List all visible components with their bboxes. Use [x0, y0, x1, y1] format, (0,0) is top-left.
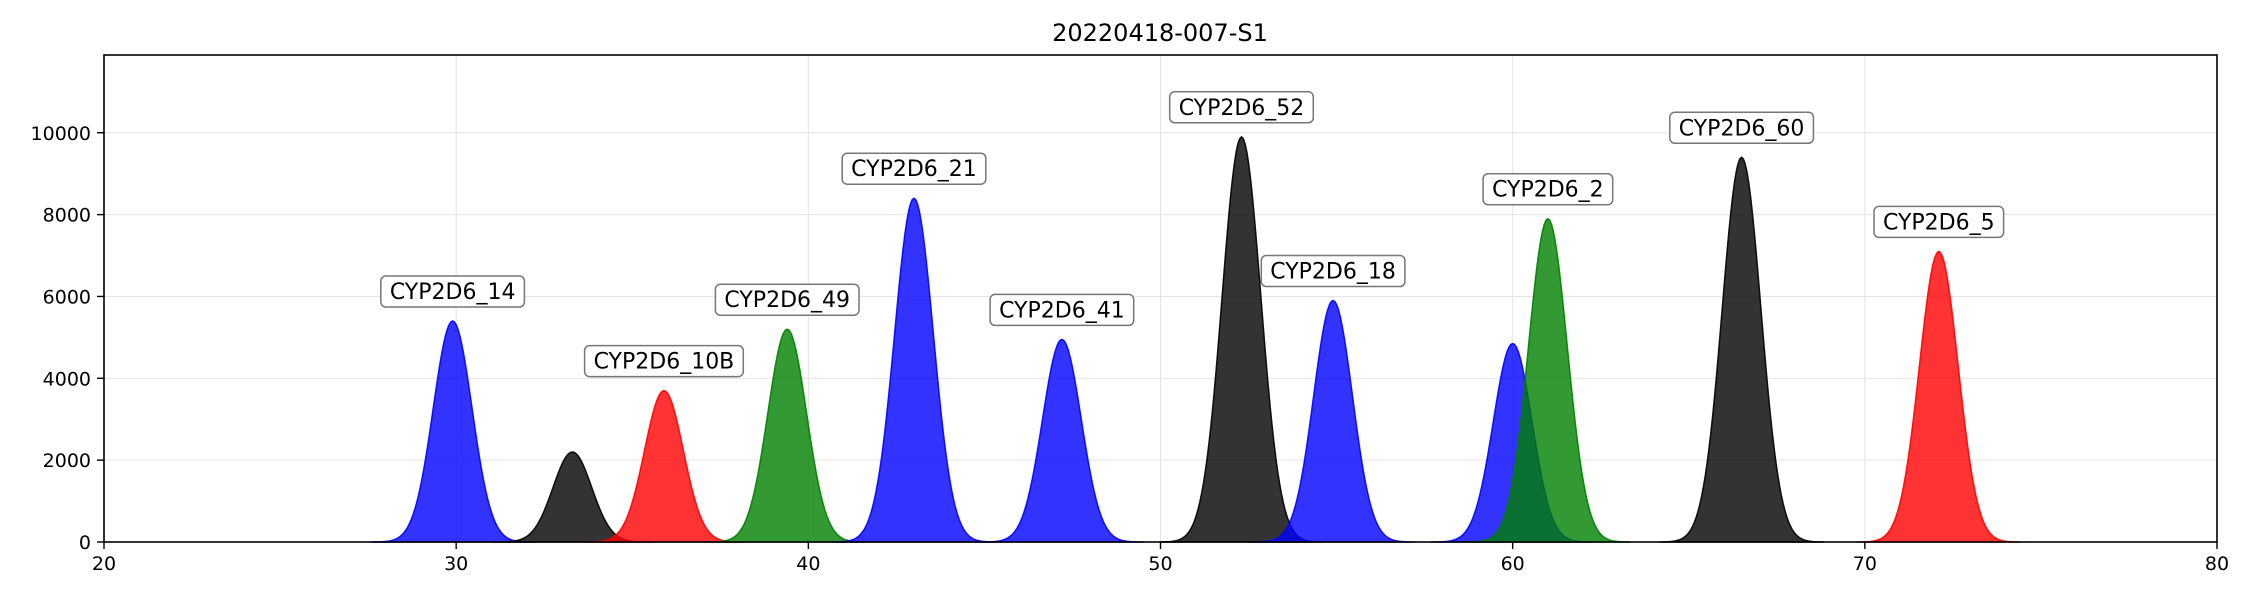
peak-area — [1250, 299, 1416, 543]
peak-label-box — [714, 283, 860, 316]
x-tick-label: 40 — [796, 553, 820, 575]
x-tick-label: 70 — [1853, 553, 1877, 575]
peak-label-box — [1669, 111, 1815, 145]
peak-label-text: CYP2D6_10B — [594, 350, 735, 375]
x-tick-label: 30 — [444, 553, 468, 575]
peak-area — [1856, 250, 2021, 543]
peak-area — [1159, 135, 1324, 543]
y-tick-label: 4000 — [43, 368, 91, 390]
peak-area — [979, 338, 1144, 543]
peak-label: CYP2D6_41 — [989, 293, 1135, 327]
x-tick-label: 80 — [2205, 553, 2229, 575]
peak-labels: CYP2D6_14 CYP2D6_10B CYP2D6_49 CYP2D6_21 CYP… — [380, 91, 2005, 378]
peak-area — [1659, 156, 1824, 543]
peak-label: CYP2D6_49 — [714, 283, 860, 316]
peak-label-text: CYP2D6_2 — [1492, 178, 1604, 203]
x-tick-label: 60 — [1501, 553, 1525, 575]
y-tick-label: 6000 — [43, 286, 91, 308]
peak-area — [581, 389, 747, 543]
peak-label-box — [1168, 91, 1315, 124]
x-tick-label: 20 — [92, 553, 116, 575]
peak-label: CYP2D6_10B — [583, 344, 745, 378]
peak-label-text: CYP2D6_18 — [1270, 260, 1396, 285]
peak-area — [705, 328, 870, 543]
peak-label-text: CYP2D6_41 — [999, 298, 1125, 323]
peak-label-text: CYP2D6_52 — [1179, 96, 1305, 121]
peak-label-box — [380, 275, 526, 308]
peak-area — [370, 320, 535, 543]
y-tick-label: 10000 — [31, 123, 91, 145]
peak-area — [831, 197, 997, 543]
peak-label-box — [1260, 254, 1406, 288]
peak-label: CYP2D6_52 — [1168, 91, 1315, 124]
peak-label-box — [841, 152, 987, 185]
peak-label-text: CYP2D6_14 — [390, 280, 516, 305]
peak-label: CYP2D6_5 — [1873, 205, 2005, 239]
y-tick-label: 8000 — [43, 205, 91, 227]
peak-area — [1465, 217, 1630, 543]
y-tick-label: 2000 — [43, 450, 91, 472]
peak-label: CYP2D6_18 — [1260, 254, 1406, 288]
peak-label-text: CYP2D6_60 — [1679, 116, 1805, 141]
peak-label: CYP2D6_21 — [841, 152, 987, 185]
chart-title: 20220418-007-S1 — [1052, 19, 1268, 47]
peak-label: CYP2D6_2 — [1482, 172, 1614, 206]
peak-label-text: CYP2D6_21 — [851, 157, 977, 182]
peak-label-box — [1482, 172, 1614, 206]
peak-label-text: CYP2D6_49 — [724, 288, 850, 313]
axis-ticks: 20 30 40 50 60 70 80 0 2000 4000 6000 8000 10000 — [31, 123, 2230, 575]
peak-label: CYP2D6_14 — [380, 275, 526, 308]
x-tick-label: 50 — [1148, 553, 1172, 575]
peak-label-box — [583, 344, 745, 378]
peak-label: CYP2D6_60 — [1669, 111, 1815, 145]
y-tick-label: 0 — [79, 532, 91, 554]
peak-areas — [370, 135, 2021, 543]
peak-label-box — [1873, 205, 2005, 239]
peak-label-box — [989, 293, 1135, 327]
peak-label-text: CYP2D6_5 — [1883, 210, 1995, 235]
